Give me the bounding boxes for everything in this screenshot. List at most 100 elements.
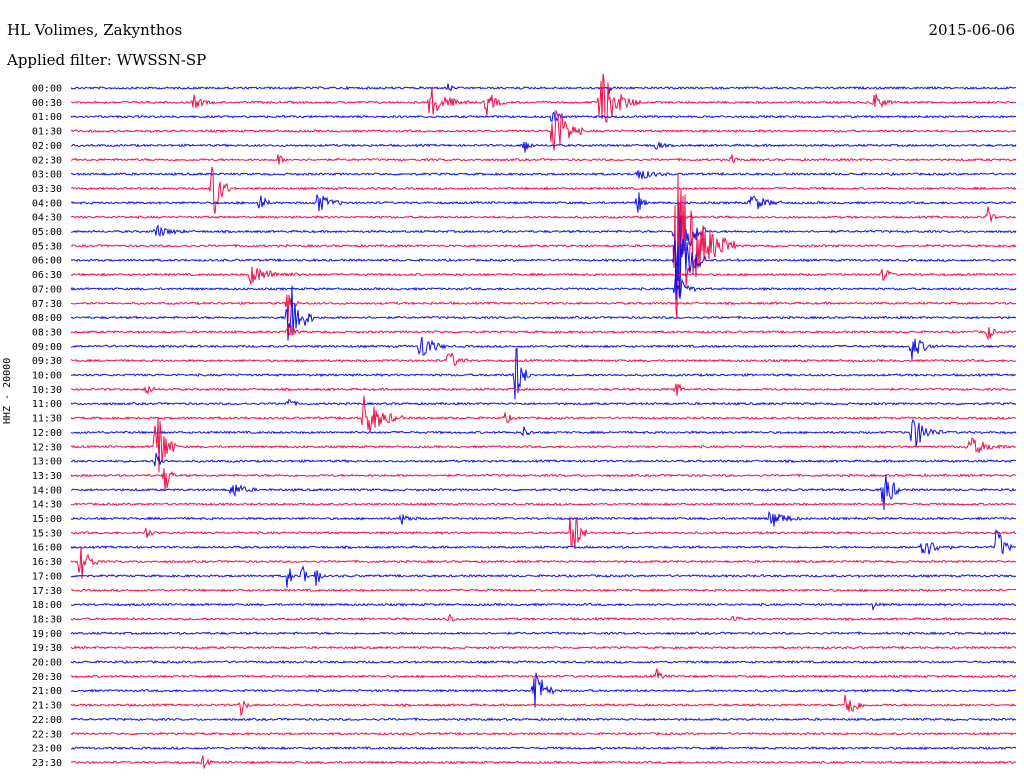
time-label: 14:00 — [32, 485, 62, 496]
time-label: 07:00 — [32, 284, 62, 295]
time-label: 02:00 — [32, 141, 62, 152]
trace-line — [70, 468, 1017, 491]
trace-line — [70, 83, 1017, 94]
trace-line — [70, 111, 1017, 123]
trace-line — [70, 192, 1017, 213]
trace-line — [70, 755, 1017, 769]
time-label: 13:00 — [32, 457, 62, 468]
trace-line — [70, 285, 1017, 341]
time-label: 23:00 — [32, 744, 62, 755]
time-label: 23:30 — [32, 758, 62, 769]
time-label: 17:30 — [32, 586, 62, 597]
trace-line — [70, 613, 1017, 622]
time-label: 11:30 — [32, 414, 62, 425]
time-label: 16:30 — [32, 557, 62, 568]
time-label: 10:30 — [32, 385, 62, 396]
time-label: 19:00 — [32, 629, 62, 640]
trace-line — [71, 347, 1017, 400]
trace-line — [70, 659, 1017, 665]
time-label: 16:00 — [32, 543, 62, 554]
time-label: 21:00 — [32, 686, 62, 697]
time-label: 14:30 — [32, 500, 62, 511]
trace-line — [70, 266, 1017, 285]
trace-line — [70, 601, 1017, 612]
trace-line — [71, 587, 1017, 593]
trace-line — [70, 352, 1017, 367]
trace-line — [70, 239, 1017, 301]
trace-line — [70, 324, 1017, 341]
trace-line — [70, 745, 1017, 751]
trace-line — [70, 668, 1017, 679]
trace-line — [70, 206, 1017, 222]
time-label: 05:00 — [32, 227, 62, 238]
trace-line — [70, 452, 1017, 467]
trace-line — [70, 336, 1017, 360]
trace-line — [70, 516, 1017, 547]
time-label: 09:00 — [32, 342, 62, 353]
time-label: 15:00 — [32, 514, 62, 525]
station-title: HL Volimes, Zakynthos — [7, 21, 183, 39]
time-label: 06:00 — [32, 256, 62, 267]
trace-line — [70, 474, 1017, 511]
time-label: 22:30 — [32, 729, 62, 740]
time-label: 10:00 — [32, 371, 62, 382]
trace-line — [70, 672, 1017, 708]
time-label: 01:00 — [32, 112, 62, 123]
trace-line — [70, 203, 1017, 281]
trace-line — [70, 546, 1017, 579]
trace-line — [70, 73, 1017, 123]
trace-line — [70, 140, 1017, 153]
time-label: 17:00 — [32, 571, 62, 582]
time-label: 13:30 — [32, 471, 62, 482]
time-label: 03:30 — [32, 184, 62, 195]
time-label: 19:30 — [32, 643, 62, 654]
time-label: 02:30 — [32, 155, 62, 166]
trace-line — [70, 510, 1017, 527]
time-label: 00:30 — [32, 98, 62, 109]
trace-line — [70, 717, 1017, 722]
time-label: 21:30 — [32, 701, 62, 712]
time-label: 08:30 — [32, 327, 62, 338]
date-label: 2015-06-06 — [928, 21, 1015, 39]
trace-line — [70, 731, 1017, 736]
trace-line — [70, 383, 1017, 396]
time-label: 06:30 — [32, 270, 62, 281]
time-label: 12:00 — [32, 428, 62, 439]
trace-line — [70, 694, 1017, 717]
time-label: 03:00 — [32, 170, 62, 181]
time-label: 20:30 — [32, 672, 62, 683]
trace-line — [70, 564, 1017, 588]
time-label: 09:30 — [32, 356, 62, 367]
time-label: 00:00 — [32, 84, 62, 95]
time-label: 18:30 — [32, 614, 62, 625]
trace-line — [70, 269, 1017, 299]
trace-line — [70, 418, 1017, 448]
time-label: 04:30 — [32, 213, 62, 224]
trace-line — [70, 170, 1017, 180]
trace-line — [70, 645, 1017, 650]
trace-line — [70, 294, 1017, 322]
time-label: 05:30 — [32, 241, 62, 252]
trace-line — [70, 417, 1017, 473]
time-label: 11:00 — [32, 399, 62, 410]
trace-line — [70, 631, 1017, 636]
time-label: 15:30 — [32, 528, 62, 539]
trace-line — [70, 529, 1017, 555]
time-label: 20:00 — [32, 658, 62, 669]
time-label: 04:00 — [32, 198, 62, 209]
time-label: 12:30 — [32, 442, 62, 453]
time-label: 18:00 — [32, 600, 62, 611]
trace-line — [70, 166, 1017, 214]
trace-line — [70, 154, 1017, 165]
time-label: 01:30 — [32, 127, 62, 138]
trace-line — [70, 172, 1017, 319]
trace-line — [70, 110, 1017, 151]
trace-line — [70, 502, 1017, 507]
trace-line — [70, 398, 1017, 407]
filter-label: Applied filter: WWSSN-SP — [7, 51, 207, 69]
time-label: 08:00 — [32, 313, 62, 324]
time-label: 22:00 — [32, 715, 62, 726]
trace-line — [70, 395, 1017, 433]
time-label: 07:30 — [32, 299, 62, 310]
